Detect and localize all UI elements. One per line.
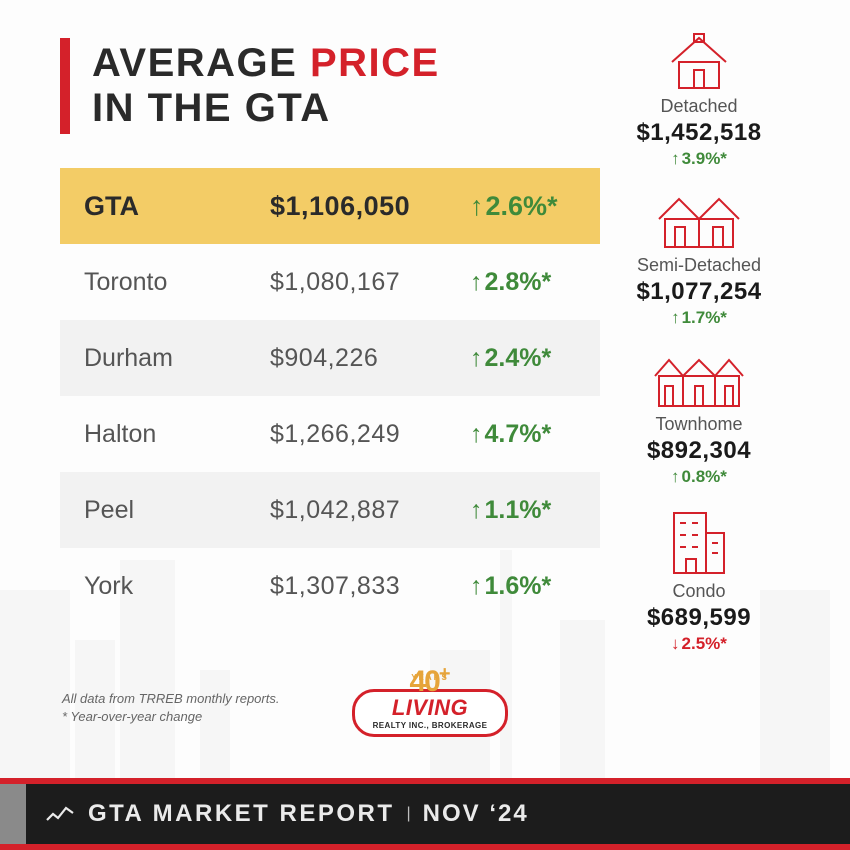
property-type-label: Semi-Detached	[636, 255, 761, 276]
table-row: York$1,307,8331.6%*	[60, 548, 600, 624]
property-type-change: 2.5%*	[647, 634, 751, 654]
region-name: GTA	[60, 191, 270, 222]
region-yoy-change: 1.1%*	[470, 496, 600, 525]
brand-logo: 40+ YEARS LIVING REALTY INC., BROKERAGE	[335, 665, 525, 737]
region-name: Peel	[60, 496, 270, 525]
region-avg-price: $1,106,050	[270, 191, 470, 222]
property-type-label: Detached	[636, 96, 761, 117]
footer-title: GTA MARKET REPORT	[88, 800, 395, 828]
data-source-footnote: All data from TRREB monthly reports. * Y…	[62, 690, 279, 725]
property-type-change: 1.7%*	[636, 308, 761, 328]
townhome-icon	[647, 350, 751, 408]
table-row: Durham$904,2262.4%*	[60, 320, 600, 396]
footer-edge-block	[0, 784, 26, 844]
region-name: Durham	[60, 344, 270, 373]
condo-icon	[647, 509, 751, 575]
region-price-table: GTA$1,106,0502.6%*Toronto$1,080,1672.8%*…	[60, 168, 600, 624]
footer-date: NOV ‘24	[423, 800, 529, 828]
title-part-price: PRICE	[310, 41, 440, 85]
property-type-price: $1,452,518	[636, 119, 761, 147]
region-yoy-change: 2.6%*	[470, 191, 600, 222]
region-yoy-change: 1.6%*	[470, 572, 600, 601]
region-yoy-change: 4.7%*	[470, 420, 600, 449]
property-type-change: 3.9%*	[636, 149, 761, 169]
property-type-card-townhome: Townhome$892,3040.8%*	[647, 350, 751, 487]
region-yoy-change: 2.4%*	[470, 344, 600, 373]
table-row: Toronto$1,080,1672.8%*	[60, 244, 600, 320]
logo-brand-name: LIVING	[392, 695, 468, 720]
property-type-price: $892,304	[647, 437, 751, 465]
title-text: AVERAGE PRICE IN THE GTA	[92, 41, 440, 131]
table-row: GTA$1,106,0502.6%*	[60, 168, 600, 244]
property-type-column: Detached$1,452,5183.9%* Semi-Detached$1,0…	[594, 32, 804, 654]
table-row: Halton$1,266,2494.7%*	[60, 396, 600, 472]
property-type-card-detached: Detached$1,452,5183.9%*	[636, 32, 761, 169]
logo-brand-sub: REALTY INC., BROKERAGE	[373, 721, 488, 730]
property-type-label: Townhome	[647, 414, 751, 435]
semi-detached-icon	[636, 191, 761, 249]
table-row: Peel$1,042,8871.1%*	[60, 472, 600, 548]
region-avg-price: $1,042,887	[270, 496, 470, 525]
logo-years-label: YEARS	[411, 674, 449, 681]
detached-icon	[636, 32, 761, 90]
region-name: Halton	[60, 420, 270, 449]
property-type-card-semi-detached: Semi-Detached$1,077,2541.7%*	[636, 191, 761, 328]
footer-separator: |	[407, 805, 411, 823]
footnote-line1: All data from TRREB monthly reports.	[62, 691, 279, 706]
region-avg-price: $1,307,833	[270, 572, 470, 601]
property-type-change: 0.8%*	[647, 467, 751, 487]
footnote-line2: * Year-over-year change	[62, 709, 202, 724]
property-type-card-condo: Condo$689,5992.5%*	[647, 509, 751, 654]
logo-40-years-badge: 40+ YEARS	[335, 665, 525, 695]
region-avg-price: $904,226	[270, 344, 470, 373]
property-type-price: $1,077,254	[636, 278, 761, 306]
title-part-average: AVERAGE	[92, 41, 310, 85]
region-yoy-change: 2.8%*	[470, 268, 600, 297]
page-title: AVERAGE PRICE IN THE GTA	[60, 38, 440, 134]
sparkline-icon	[46, 805, 74, 823]
property-type-label: Condo	[647, 581, 751, 602]
footer-bar: GTA MARKET REPORT | NOV ‘24	[0, 778, 850, 850]
region-avg-price: $1,266,249	[270, 420, 470, 449]
region-name: York	[60, 572, 270, 601]
property-type-price: $689,599	[647, 604, 751, 632]
region-avg-price: $1,080,167	[270, 268, 470, 297]
region-name: Toronto	[60, 268, 270, 297]
title-part-line2: IN THE GTA	[92, 86, 331, 130]
title-accent-bar	[60, 38, 70, 134]
infographic-root: { "colors": { "accent_red": "#d4212a", "…	[0, 0, 850, 850]
